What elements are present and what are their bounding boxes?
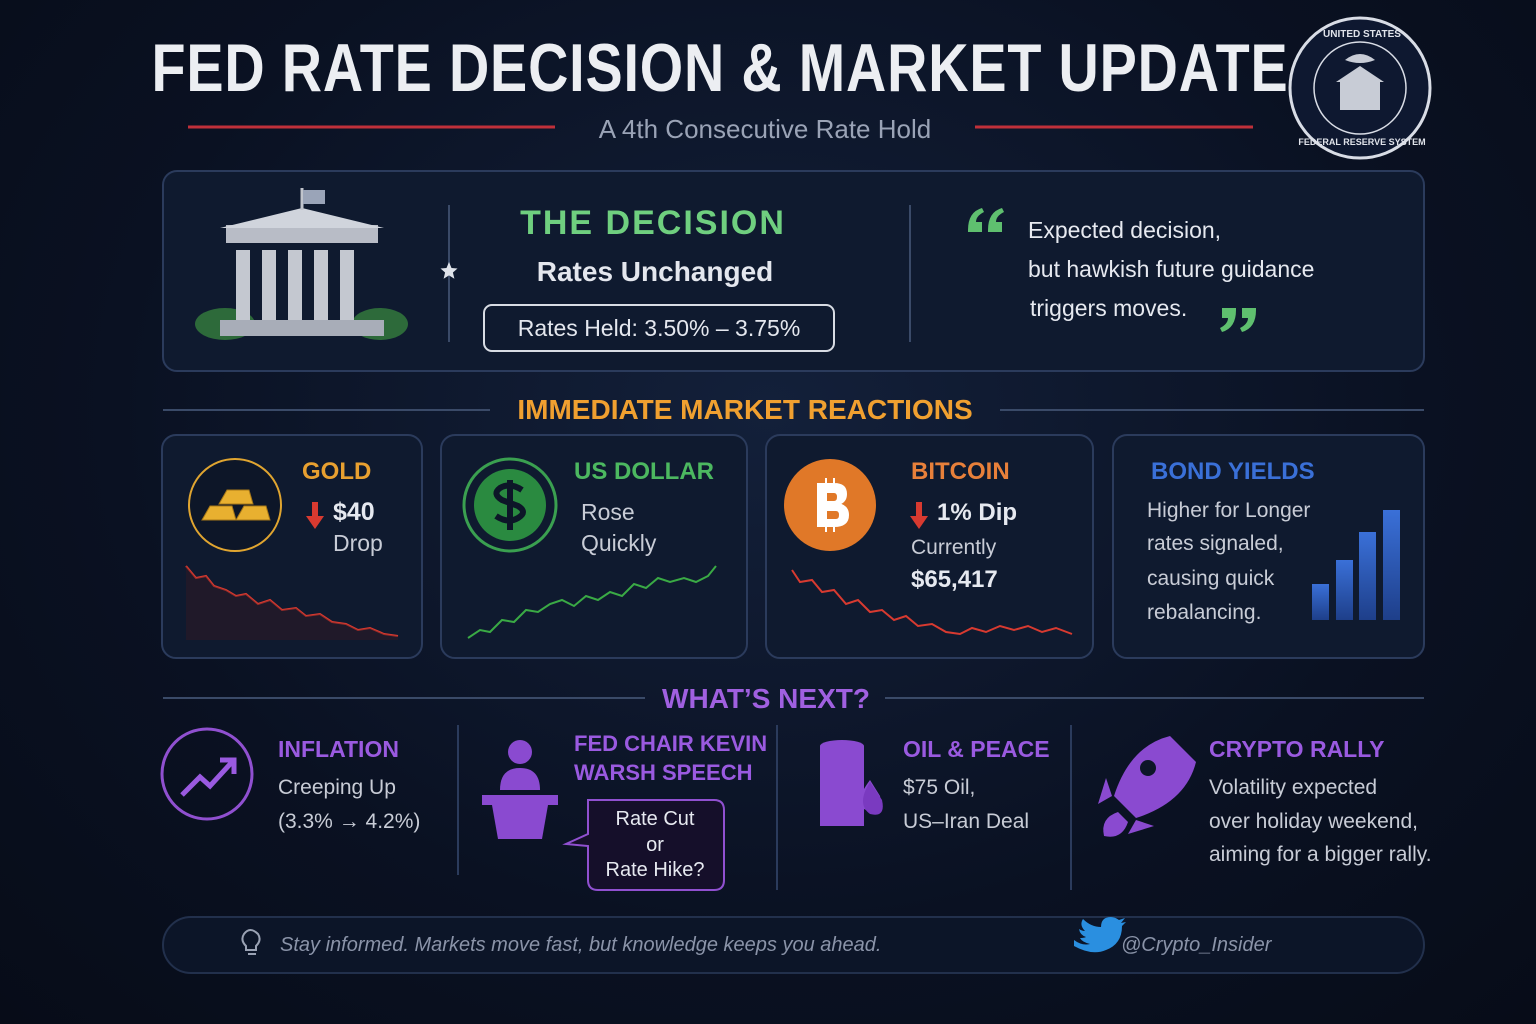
seal-top: UNITED STATES [1323,29,1401,40]
card-line: Drop [333,530,383,556]
footer-handle[interactable]: @Crypto_Insider [1121,934,1272,956]
footer-tagline: Stay informed. Markets move fast, but kn… [280,934,882,956]
card-title: US DOLLAR [574,458,714,485]
bubble-line: or [646,834,664,856]
card-line: rates signaled, [1147,532,1284,555]
item-title: FED CHAIR KEVIN [574,731,768,756]
item-line: Creeping Up [278,776,396,799]
seal-bottom: FEDERAL RESERVE SYSTEM [1298,137,1426,147]
item-line: Volatility expected [1209,776,1378,799]
quote-line: Expected decision, [1028,217,1222,243]
item-line: (3.3% → 4.2%) [278,810,421,833]
section-heading: WHAT’S NEXT? [662,683,870,714]
quote-line: triggers moves. [1030,295,1188,321]
item-title: WARSH SPEECH [574,760,753,785]
item-line: $75 Oil, [903,776,976,799]
card-line: causing quick [1147,567,1275,590]
decision-heading: THE DECISION [520,204,786,242]
card-line: Higher for Longer [1147,499,1311,522]
card-line: $40 [333,498,375,526]
card-line: Quickly [581,530,657,556]
decision-status: Rates Unchanged [536,256,774,287]
card-line: Rose [581,499,635,525]
quote-line: but hawkish future guidance [1028,256,1315,282]
card-title: BITCOIN [911,458,1010,485]
rate-range: Rates Held: 3.50% – 3.75% [517,315,801,341]
item-line: over holiday weekend, [1209,810,1418,833]
bubble-line: Rate Cut [615,808,695,830]
card-line: Currently [911,536,997,559]
subtitle: A 4th Consecutive Rate Hold [598,114,932,144]
section-heading: IMMEDIATE MARKET REACTIONS [517,394,973,425]
card-line: 1% Dip [937,499,1018,526]
bubble-line: Rate Hike? [605,859,705,881]
card-title: BOND YIELDS [1151,458,1315,485]
title: FED RATE DECISION & MARKET UPDATE [151,30,1289,106]
card-line: rebalancing. [1147,601,1262,624]
card-line: $65,417 [911,566,998,593]
item-title: OIL & PEACE [903,736,1050,762]
card-title: GOLD [302,458,372,485]
item-line: US–Iran Deal [903,810,1030,833]
item-title: CRYPTO RALLY [1209,736,1385,762]
item-title: INFLATION [278,736,399,762]
item-line: aiming for a bigger rally. [1209,843,1432,866]
